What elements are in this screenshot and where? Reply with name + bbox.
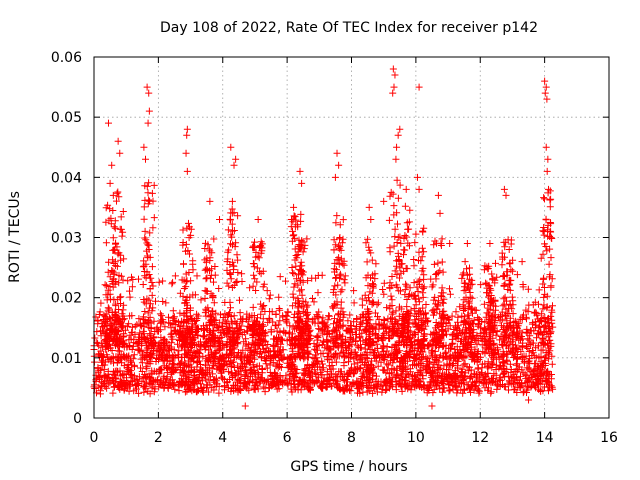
data-point [333, 149, 341, 157]
data-point [389, 65, 397, 73]
x-tick-label: 14 [536, 430, 554, 446]
data-point [415, 185, 423, 193]
data-point [500, 185, 508, 193]
data-point [542, 143, 550, 151]
data-point [140, 143, 148, 151]
data-point [396, 125, 404, 133]
data-point [206, 197, 214, 205]
data-point [367, 215, 375, 223]
data-point [335, 161, 343, 169]
data-point [436, 209, 444, 217]
data-point [182, 149, 190, 157]
x-tick-labels: 0 2 4 6 8 10 12 14 16 [90, 430, 618, 446]
data-point [486, 240, 494, 248]
data-point [331, 173, 339, 181]
data-point [380, 197, 388, 205]
data-point [216, 215, 224, 223]
data-point [183, 125, 191, 133]
data-point [228, 197, 236, 205]
data-point [96, 390, 104, 398]
data-point [241, 402, 249, 410]
data-point [505, 246, 513, 254]
scatter-point-cloud [90, 176, 557, 398]
data-point [232, 155, 240, 163]
data-point [413, 173, 421, 181]
data-point [402, 185, 410, 193]
x-tick-label: 16 [600, 430, 618, 446]
x-tick-label: 0 [90, 430, 99, 446]
data-point [390, 83, 398, 91]
y-tick-label: 0.06 [51, 50, 82, 66]
data-point [463, 240, 471, 248]
y-tick-label: 0 [73, 411, 82, 427]
x-axis-label: GPS time / hours [290, 459, 407, 475]
data-point [446, 240, 454, 248]
y-tick-labels: 0 0.01 0.02 0.03 0.04 0.05 0.06 [51, 50, 82, 427]
data-point [145, 107, 153, 115]
x-tick-label: 10 [407, 430, 425, 446]
x-tick-label: 2 [154, 430, 163, 446]
data-point [393, 143, 401, 151]
data-point [391, 71, 399, 79]
data-point [544, 155, 552, 163]
data-point [502, 191, 510, 199]
data-point [254, 215, 262, 223]
data-series-roti [90, 65, 557, 410]
data-point [116, 149, 124, 157]
data-point [541, 77, 549, 85]
data-point [143, 83, 151, 91]
x-tick-label: 4 [218, 430, 227, 446]
y-tick-label: 0.04 [51, 170, 82, 186]
data-point [298, 179, 306, 187]
data-point [183, 131, 191, 139]
data-point [544, 185, 552, 193]
data-point [518, 258, 526, 266]
data-point [394, 131, 402, 139]
data-point [183, 167, 191, 175]
data-point [108, 161, 116, 169]
data-point [144, 119, 152, 127]
y-tick-label: 0.05 [51, 110, 82, 126]
axis-ticks [93, 56, 610, 419]
data-point [290, 203, 298, 211]
data-point [109, 191, 117, 199]
data-point [230, 161, 238, 169]
data-point [104, 119, 112, 127]
data-point [142, 155, 149, 163]
data-point [543, 167, 551, 175]
data-point [434, 191, 442, 199]
x-tick-label: 12 [471, 430, 489, 446]
y-axis-label: ROTI / TECUs [7, 191, 23, 283]
data-point [114, 137, 122, 145]
x-tick-label: 8 [347, 430, 356, 446]
data-point [525, 396, 533, 404]
y-tick-label: 0.02 [51, 291, 82, 307]
data-point [365, 203, 373, 211]
data-point [392, 155, 400, 163]
data-point [106, 179, 114, 187]
chart-title: Day 108 of 2022, Rate Of TEC Index for r… [160, 20, 538, 36]
data-point [541, 89, 549, 97]
x-tick-label: 6 [283, 430, 292, 446]
data-point [428, 402, 436, 410]
data-point [145, 89, 153, 97]
data-point [227, 143, 235, 151]
data-point [296, 167, 304, 175]
data-point [415, 83, 423, 91]
y-tick-label: 0.03 [51, 231, 82, 247]
data-point [543, 95, 551, 103]
data-point [389, 89, 397, 97]
data-point [542, 83, 550, 91]
y-tick-label: 0.01 [51, 351, 82, 367]
